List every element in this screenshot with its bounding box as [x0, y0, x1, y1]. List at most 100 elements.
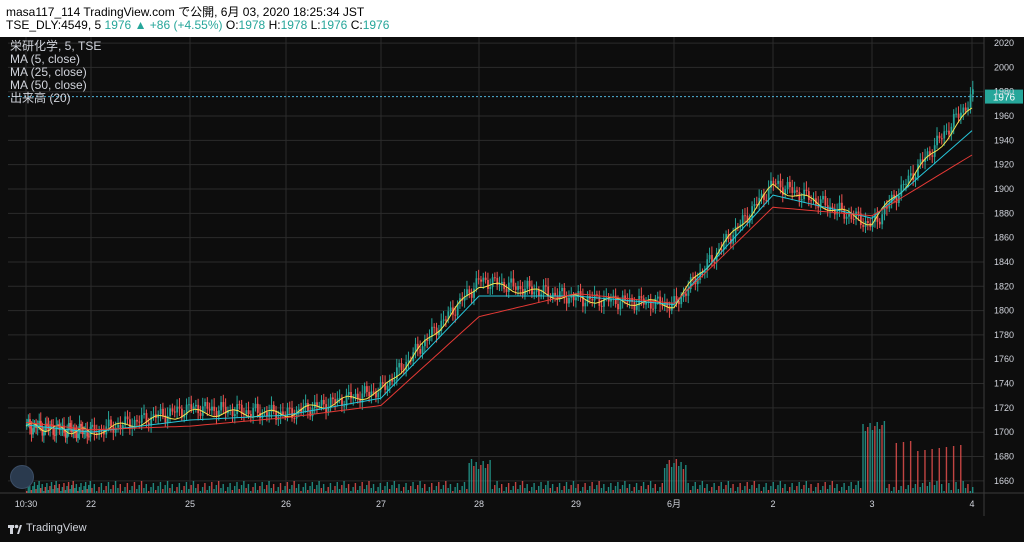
candle-body — [514, 286, 517, 290]
volume-bar — [831, 481, 833, 493]
candle-body — [152, 414, 155, 418]
volume-bar — [549, 488, 552, 493]
volume-bar — [178, 483, 181, 493]
volume-bar — [957, 489, 960, 493]
legend-title[interactable]: 栄研化学, 5, TSE — [10, 39, 102, 53]
volume-bar — [666, 464, 668, 493]
legend-ma25[interactable]: MA (25, close) — [10, 65, 87, 79]
candle-body — [817, 204, 820, 208]
candle-body — [143, 413, 146, 415]
candle-body — [600, 305, 603, 307]
candle-body — [929, 151, 931, 156]
volume-bar — [66, 486, 68, 493]
candle-body — [720, 249, 723, 251]
candle-body — [914, 177, 917, 180]
volume-bar — [27, 487, 29, 493]
candle-body — [807, 191, 810, 201]
volume-bar — [345, 488, 348, 493]
volume-bar — [473, 466, 475, 493]
volume-bar — [507, 483, 510, 493]
volume-bar — [395, 488, 398, 493]
y-tick-label: 1900 — [994, 184, 1014, 194]
volume-bar — [291, 485, 293, 493]
brand-text[interactable]: TradingView — [26, 522, 87, 534]
volume-bar — [547, 481, 549, 493]
candle-body — [388, 379, 391, 386]
volume-bar — [456, 483, 459, 493]
candle-body — [558, 291, 561, 299]
candle-body — [936, 135, 939, 146]
candle-body — [668, 306, 671, 311]
candle-body — [605, 296, 608, 298]
candle-body — [547, 286, 550, 297]
volume-bar — [786, 491, 789, 493]
volume-bar — [652, 488, 654, 493]
candle-body — [491, 277, 494, 288]
candle-body — [635, 305, 638, 310]
volume-bar — [649, 481, 652, 493]
volume-bar — [711, 487, 713, 493]
candle-body — [345, 394, 348, 406]
candle-body — [533, 291, 536, 295]
volume-bar — [857, 481, 859, 493]
candle-body — [654, 298, 657, 309]
symbol-info-line: TSE_DLY:4549, 5 1976 ▲ +86 (+4.55%) O:19… — [6, 18, 389, 32]
legend-ma50[interactable]: MA (50, close) — [10, 78, 87, 92]
volume-bar — [286, 482, 289, 493]
candle-body — [431, 326, 433, 337]
volume-bar — [117, 488, 119, 493]
volume-bar — [565, 482, 568, 493]
candle-body — [26, 422, 28, 427]
legend-volume[interactable]: 出来高 (20) — [10, 91, 71, 105]
volume-bar — [864, 431, 867, 493]
volume-bar — [692, 486, 694, 493]
volume-bar — [247, 484, 250, 493]
volume-bar — [236, 482, 238, 493]
x-tick-label: 29 — [571, 499, 581, 509]
candle-body — [779, 180, 782, 188]
volume-bar — [480, 465, 482, 493]
candle-body — [696, 279, 699, 285]
volume-bar — [477, 469, 480, 493]
legend-ma5[interactable]: MA (5, close) — [10, 52, 81, 66]
y-tick-label: 2020 — [994, 38, 1014, 48]
volume-bar — [619, 489, 621, 493]
volume-bar — [883, 421, 886, 493]
candle-body — [454, 314, 457, 316]
volume-bar — [245, 488, 247, 493]
volume-bar — [229, 483, 231, 493]
candle-body — [83, 432, 86, 435]
volume-bar — [426, 491, 428, 493]
candle-body — [150, 417, 153, 426]
volume-bar — [905, 489, 907, 493]
candle-body — [907, 175, 910, 184]
candle-body — [159, 408, 162, 415]
candle-body — [304, 403, 307, 407]
price-chart[interactable]: 1976 1660 1680 1700 1720 1740 1760 1780 1800 1820… — [0, 37, 1024, 516]
y-tick-label: 1840 — [994, 257, 1014, 267]
y-tick-label: 1680 — [994, 452, 1014, 462]
volume-bar — [876, 422, 878, 493]
candle-body — [440, 320, 443, 332]
chart-pane[interactable]: 1976 1660 1680 1700 1720 1740 1760 1780 1800 1820… — [0, 37, 1024, 516]
volume-bar — [624, 481, 626, 493]
candle-body — [295, 409, 298, 419]
volume-bar — [302, 487, 304, 493]
volume-bar — [528, 491, 531, 493]
go-to-realtime-button[interactable] — [10, 465, 34, 489]
candle-body — [204, 402, 207, 407]
volume-bar — [145, 484, 147, 493]
candle-body — [75, 430, 78, 438]
candle-body — [586, 296, 589, 303]
candle-body — [540, 294, 543, 296]
volume-bar — [521, 481, 524, 493]
candle-body — [176, 406, 179, 413]
volume-bar — [206, 490, 208, 493]
volume-bar — [950, 490, 952, 493]
volume-bar — [84, 482, 87, 493]
volume-bar — [874, 426, 876, 493]
volume-bar — [155, 490, 157, 493]
candle-body — [332, 397, 334, 400]
candle-body — [859, 213, 862, 226]
volume-bar — [850, 482, 852, 493]
